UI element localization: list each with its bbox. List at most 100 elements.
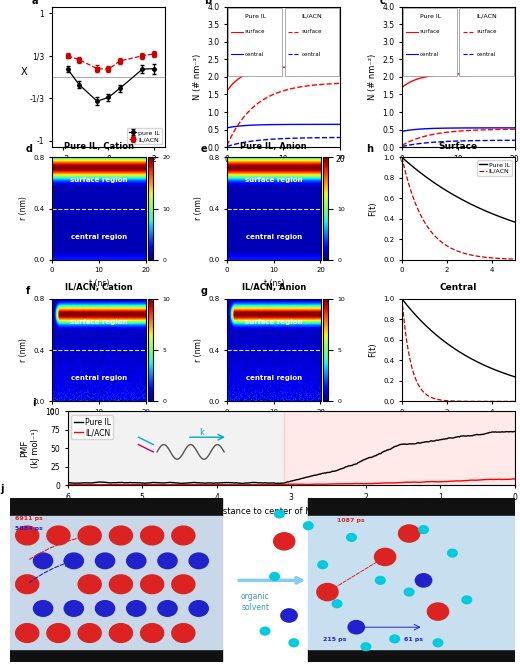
- Title: Central: Central: [440, 284, 477, 292]
- Line: IL/ACN: IL/ACN: [402, 157, 515, 259]
- IL/ACN: [399, 155, 406, 163]
- Circle shape: [172, 624, 195, 642]
- Line: IL/ACN: IL/ACN: [68, 479, 515, 485]
- IL/ACN: [180, 481, 187, 489]
- Circle shape: [16, 526, 39, 545]
- Pure IL: [494, 211, 500, 219]
- IL/ACN: [399, 153, 405, 161]
- X-axis label: t (ns): t (ns): [264, 421, 284, 429]
- Legend: pure IL, IL/ACN: pure IL, IL/ACN: [127, 128, 162, 144]
- Text: central region: central region: [71, 233, 127, 240]
- Text: a: a: [32, 0, 38, 6]
- Text: 6911 ps: 6911 ps: [15, 516, 43, 521]
- FancyBboxPatch shape: [228, 8, 282, 76]
- IL/ACN: [512, 255, 518, 263]
- IL/ACN: [144, 480, 150, 488]
- Text: central region: central region: [246, 233, 302, 240]
- X-axis label: t (ns): t (ns): [447, 169, 470, 179]
- IL/ACN: [494, 254, 500, 262]
- Circle shape: [374, 549, 396, 565]
- Circle shape: [16, 575, 39, 593]
- Circle shape: [281, 609, 297, 622]
- Y-axis label: PMF
(kJ mol⁻¹): PMF (kJ mol⁻¹): [20, 428, 40, 468]
- Pure IL: [501, 214, 508, 222]
- Circle shape: [274, 533, 295, 550]
- IL/ACN: [329, 480, 335, 488]
- Y-axis label: F(t): F(t): [369, 201, 378, 216]
- Circle shape: [347, 534, 356, 541]
- Circle shape: [64, 553, 83, 569]
- Legend: Pure IL, IL/ACN: Pure IL, IL/ACN: [477, 161, 512, 176]
- Pure IL: [399, 154, 406, 162]
- Circle shape: [332, 600, 342, 607]
- Pure IL: [511, 427, 517, 436]
- Pure IL: [466, 199, 472, 207]
- Circle shape: [33, 553, 53, 569]
- Pure IL: [512, 218, 518, 226]
- Pure IL: [179, 479, 186, 487]
- Text: organic
solvent: organic solvent: [241, 592, 270, 611]
- Bar: [10, 498, 222, 516]
- Text: surface region: surface region: [245, 319, 303, 325]
- Text: f: f: [26, 286, 30, 296]
- Y-axis label: N (# nm⁻²): N (# nm⁻²): [368, 54, 376, 100]
- Text: j: j: [1, 484, 4, 494]
- X-axis label: t (ns): t (ns): [264, 279, 284, 288]
- Circle shape: [47, 624, 70, 642]
- Circle shape: [33, 601, 53, 616]
- Circle shape: [361, 643, 371, 650]
- X-axis label: Δφ (V): Δφ (V): [95, 169, 122, 179]
- Text: surface: surface: [476, 29, 497, 35]
- Circle shape: [172, 526, 195, 545]
- Line: Pure IL: Pure IL: [402, 157, 515, 222]
- X-axis label: Distance to center of MOF pore (nm): Distance to center of MOF pore (nm): [214, 507, 368, 516]
- Circle shape: [317, 583, 338, 601]
- Circle shape: [140, 624, 164, 642]
- Text: surface region: surface region: [245, 177, 303, 183]
- Circle shape: [390, 635, 399, 643]
- Circle shape: [127, 601, 146, 616]
- Circle shape: [158, 601, 177, 616]
- X-axis label: t (ns): t (ns): [272, 169, 294, 179]
- Circle shape: [260, 628, 270, 635]
- Circle shape: [433, 639, 443, 647]
- Circle shape: [158, 553, 177, 569]
- Text: g: g: [201, 286, 207, 296]
- Line: Pure IL: Pure IL: [68, 432, 515, 484]
- Bar: [10, 516, 222, 649]
- Title: IL/ACN, Cation: IL/ACN, Cation: [65, 284, 133, 292]
- Text: central: central: [476, 52, 496, 57]
- IL/ACN: [468, 251, 474, 259]
- Pure IL: [399, 153, 405, 161]
- Y-axis label: r (nm): r (nm): [19, 197, 28, 221]
- Circle shape: [304, 522, 313, 530]
- Text: central: central: [420, 52, 439, 57]
- Legend: Pure IL, IL/ACN: Pure IL, IL/ACN: [71, 415, 113, 440]
- Circle shape: [270, 573, 279, 580]
- Circle shape: [78, 526, 101, 545]
- IL/ACN: [402, 478, 408, 486]
- Circle shape: [189, 553, 209, 569]
- FancyBboxPatch shape: [403, 8, 457, 76]
- Text: surface region: surface region: [70, 319, 127, 325]
- Text: central: central: [245, 52, 264, 57]
- Text: 1087 ps: 1087 ps: [337, 518, 365, 522]
- Circle shape: [96, 553, 114, 569]
- IL/ACN: [64, 480, 71, 488]
- Text: Pure IL: Pure IL: [244, 14, 266, 19]
- Y-axis label: X: X: [20, 67, 27, 77]
- Y-axis label: r (nm): r (nm): [193, 338, 202, 362]
- IL/ACN: [163, 481, 170, 489]
- Text: k: k: [199, 428, 204, 437]
- Text: 5884 ps: 5884 ps: [15, 527, 43, 531]
- Bar: [10, 649, 222, 662]
- IL/ACN: [501, 255, 508, 263]
- Text: e: e: [201, 144, 207, 154]
- Circle shape: [78, 624, 101, 642]
- FancyBboxPatch shape: [284, 8, 339, 76]
- FancyBboxPatch shape: [460, 8, 514, 76]
- Circle shape: [127, 553, 146, 569]
- Circle shape: [375, 577, 385, 584]
- Y-axis label: N (# nm⁻²): N (# nm⁻²): [192, 54, 202, 100]
- Circle shape: [189, 601, 209, 616]
